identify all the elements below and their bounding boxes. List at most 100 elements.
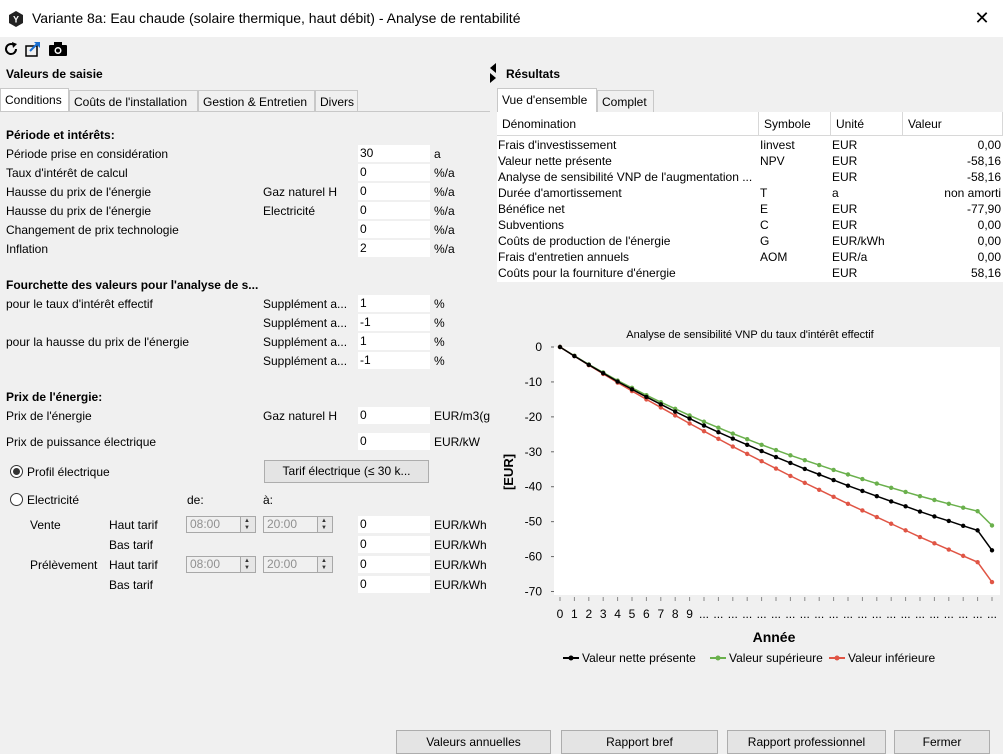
data-point (817, 487, 822, 493)
param-field[interactable]: 0 (358, 202, 430, 219)
result-value: non amorti (944, 186, 1001, 200)
result-value: 0,00 (977, 234, 1001, 248)
svg-text:Y: Y (13, 15, 19, 25)
param-field[interactable]: 2 (358, 240, 430, 257)
param-unit: %/a (434, 223, 455, 237)
tab-complete[interactable]: Complet (597, 90, 654, 112)
x-tick-label: ... (771, 607, 781, 621)
spinner-arrows-icon[interactable]: ▲ ▼ (240, 557, 255, 572)
tab-misc[interactable]: Divers (315, 90, 358, 112)
price-field[interactable]: 0 (358, 576, 430, 593)
tariff-label: Haut tarif (109, 558, 158, 572)
legend-label: Valeur inférieure (848, 651, 935, 665)
price-field[interactable]: 0 (358, 556, 430, 573)
time-to-spinner[interactable]: 20:00 ▲ ▼ (263, 556, 333, 573)
range-unit: % (434, 335, 445, 349)
fourchette-heading: Fourchette des valeurs pour l'analyse de… (6, 278, 259, 292)
electricite-radio[interactable] (10, 493, 23, 506)
x-tick-label: ... (785, 607, 795, 621)
range-field[interactable]: -1 (358, 314, 430, 331)
data-point (889, 521, 894, 526)
result-value: 0,00 (977, 218, 1001, 232)
price-field[interactable]: 0 (358, 536, 430, 553)
param-field[interactable]: 0 (358, 164, 430, 181)
profil-radio[interactable] (10, 465, 23, 478)
result-unit: EUR (832, 138, 858, 152)
spinner-arrows-icon[interactable]: ▲ ▼ (317, 517, 332, 532)
param-field[interactable]: 30 (358, 145, 430, 162)
data-point (802, 466, 807, 472)
y-tick-label: -50 (525, 515, 543, 529)
energy-price-unit: EUR/m3(g (434, 409, 490, 423)
result-symbol: Iinvest (760, 138, 795, 152)
range-extra: Supplément a... (263, 316, 348, 330)
range-extra: Supplément a... (263, 354, 348, 368)
col-header-symbol[interactable]: Symbole (759, 112, 831, 136)
param-label: Taux d'intérêt de calcul (6, 166, 128, 180)
profil-label: Profil électrique (27, 465, 110, 479)
param-field[interactable]: 0 (358, 221, 430, 238)
x-ticks: 0 1 2 3 4 5 6 7 8 9..............................… (557, 597, 997, 621)
range-field[interactable]: 1 (358, 333, 430, 350)
result-value: 58,16 (970, 266, 1001, 280)
collapse-panel-icon[interactable] (489, 63, 497, 83)
y-tick-label: -30 (525, 445, 543, 459)
short-report-button[interactable]: Rapport bref (561, 730, 718, 754)
data-point (788, 460, 793, 466)
data-point (874, 493, 879, 499)
time-from-spinner[interactable]: 08:00 ▲ ▼ (186, 556, 256, 573)
tariff-label: Bas tarif (109, 578, 154, 592)
range-label: pour le taux d'intérêt effectif (6, 297, 153, 311)
range-field[interactable]: -1 (358, 352, 430, 369)
data-point (730, 444, 735, 449)
data-point (903, 528, 908, 533)
data-point (658, 405, 663, 410)
close-button[interactable]: Fermer (894, 730, 990, 754)
series-group (557, 344, 995, 585)
data-point (831, 477, 836, 483)
result-symbol (760, 265, 830, 281)
col-header-name[interactable]: Dénomination (497, 112, 759, 136)
power-price-field[interactable]: 0 (358, 433, 430, 450)
electric-tariff-button[interactable]: Tarif électrique (≤ 30 k... (264, 460, 429, 483)
data-point (773, 466, 779, 471)
refresh-icon[interactable] (3, 41, 19, 57)
data-point (802, 480, 807, 486)
range-field[interactable]: 1 (358, 295, 430, 312)
tab-installation-costs[interactable]: Coûts de l'installation (69, 90, 198, 112)
x-tick-label: 1 (571, 607, 578, 621)
energy-price-field[interactable]: 0 (358, 407, 430, 424)
data-point (831, 467, 836, 473)
price-unit: EUR/kWh (434, 558, 487, 572)
tab-conditions[interactable]: Conditions (0, 88, 69, 112)
export-icon[interactable] (25, 41, 41, 57)
param-field[interactable]: 0 (358, 183, 430, 200)
y-tick-label: -70 (525, 585, 543, 599)
price-unit: EUR/kWh (434, 578, 487, 592)
data-point (687, 416, 692, 421)
col-header-unit[interactable]: Unité (831, 112, 903, 136)
data-point (946, 547, 951, 552)
time-to-spinner[interactable]: 20:00 ▲ ▼ (263, 516, 333, 533)
y-tick-label: 0 (535, 340, 542, 354)
camera-icon[interactable] (48, 41, 68, 57)
price-field[interactable]: 0 (358, 516, 430, 533)
result-name: Subventions (498, 218, 565, 232)
data-point (889, 485, 894, 490)
tab-maintenance[interactable]: Gestion & Entretien (198, 90, 315, 112)
x-tick-label: ... (886, 607, 896, 621)
professional-report-button[interactable]: Rapport professionnel (727, 730, 886, 754)
energy-price-label: Prix de l'énergie (6, 409, 92, 423)
data-point (557, 344, 563, 350)
close-window-button[interactable]: ✕ (974, 8, 990, 28)
power-price-label: Prix de puissance électrique (6, 435, 157, 449)
time-from-spinner[interactable]: 08:00 ▲ ▼ (186, 516, 256, 533)
price-unit: EUR/kWh (434, 538, 487, 552)
col-header-value[interactable]: Valeur (903, 112, 1003, 136)
tab-overview[interactable]: Vue d'ensemble (497, 88, 597, 112)
spinner-arrows-icon[interactable]: ▲ ▼ (317, 557, 332, 572)
spinner-arrows-icon[interactable]: ▲ ▼ (240, 517, 255, 532)
annual-values-button[interactable]: Valeurs annuelles (396, 730, 551, 754)
data-point (932, 514, 937, 519)
data-point (946, 501, 951, 507)
